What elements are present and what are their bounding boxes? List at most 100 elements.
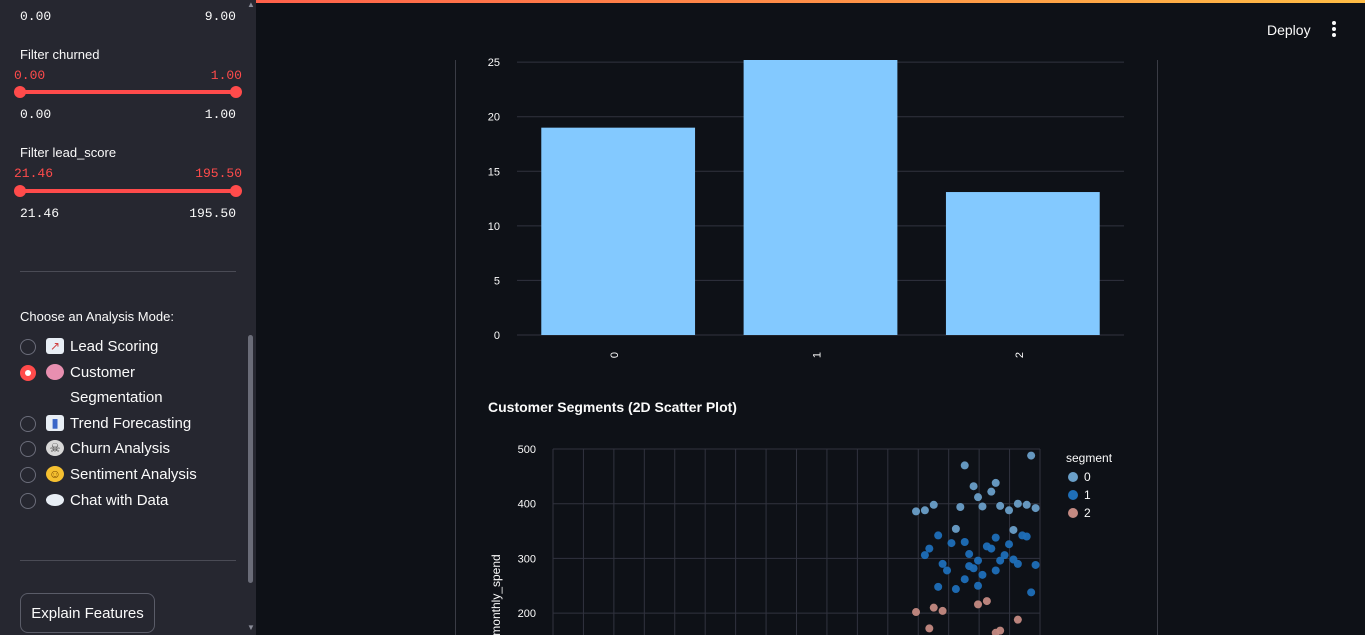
customer-segments-scatter-chart: 200 300 400 500 monthly_spend segment 0 1 2 (489, 444, 1113, 635)
container-border-left (455, 60, 456, 635)
smile-icon: ☺ (46, 466, 64, 482)
data-point (951, 585, 960, 594)
mode-option-churn-analysis[interactable]: ☠ Churn Analysis (20, 440, 170, 457)
churned-min-bound: 0.00 (20, 107, 52, 122)
segment-count-bar-chart: 0 5 10 15 20 25 0 1 2 (488, 57, 1124, 358)
data-point (1013, 615, 1022, 624)
mode-option-lead-scoring[interactable]: ↗ Lead Scoring (20, 338, 158, 355)
data-point (996, 626, 1005, 635)
data-point (1022, 532, 1031, 541)
y-tick-label: 15 (488, 166, 500, 178)
mode-option-chat-with-data[interactable]: Chat with Data (20, 492, 168, 509)
filter-churned-values: 0.00 1.00 (14, 68, 242, 83)
data-point (965, 550, 974, 559)
data-point (929, 603, 938, 612)
radio-button-selected[interactable] (20, 365, 36, 381)
analysis-mode-title: Choose an Analysis Mode: (20, 309, 174, 324)
radio-button[interactable] (20, 416, 36, 432)
churned-current-max: 1.00 (210, 68, 242, 83)
sidebar-scrollbar[interactable] (248, 335, 253, 583)
churned-bounds: 0.00 1.00 (20, 107, 236, 122)
y-tick-label: 300 (518, 553, 536, 565)
mode-label: Lead Scoring (70, 338, 159, 355)
data-point (925, 544, 934, 553)
explain-features-button[interactable]: Explain Features (20, 593, 155, 633)
data-point (1013, 499, 1022, 508)
x-tick-label: 0 (609, 352, 621, 358)
data-point (929, 500, 938, 509)
container-border-right (1157, 60, 1158, 635)
sidebar: 0.00 9.00 Filter churned 0.00 1.00 0.00 … (0, 0, 256, 635)
slider-max-handle[interactable] (230, 185, 242, 197)
scatter-chart-title: Customer Segments (2D Scatter Plot) (488, 399, 737, 415)
slider-min-handle[interactable] (14, 86, 26, 98)
data-point (978, 502, 987, 511)
data-point (996, 501, 1005, 510)
mode-option-trend-forecasting[interactable]: ▮ Trend Forecasting (20, 415, 191, 432)
bar (541, 127, 696, 336)
data-point (951, 524, 960, 533)
data-point (938, 559, 947, 568)
data-point (987, 487, 996, 496)
mode-option-sentiment-analysis[interactable]: ☺ Sentiment Analysis (20, 466, 197, 483)
sidebar-divider (20, 560, 236, 561)
data-point (974, 581, 983, 590)
data-point (1022, 500, 1031, 509)
data-point (925, 624, 934, 633)
data-point (920, 551, 929, 560)
legend-marker (1068, 508, 1078, 518)
data-point (960, 575, 969, 584)
data-point (991, 478, 1000, 487)
legend-label: 0 (1084, 470, 1091, 484)
y-tick-label: 10 (488, 221, 500, 233)
data-point (912, 608, 921, 617)
data-point (1031, 504, 1040, 513)
radio-button[interactable] (20, 467, 36, 483)
radio-button[interactable] (20, 441, 36, 457)
data-point (1027, 451, 1036, 460)
mode-label: Customer Segmentation (70, 360, 163, 410)
mode-label-line1: Customer (70, 364, 136, 381)
data-point (991, 566, 1000, 575)
slider-max-handle[interactable] (230, 86, 242, 98)
data-point (1005, 506, 1014, 515)
data-point (969, 482, 978, 491)
slider-min-handle[interactable] (14, 185, 26, 197)
main-menu-icon[interactable] (1325, 20, 1343, 40)
mode-option-customer-segmentation[interactable]: Customer Segmentation (20, 364, 163, 410)
data-point (934, 531, 943, 540)
x-tick-label: 1 (812, 352, 824, 358)
filter-churned-slider[interactable] (14, 86, 242, 98)
filter-lead-score-slider[interactable] (14, 185, 242, 197)
bar-chart-icon: ▮ (46, 415, 64, 431)
data-point (934, 582, 943, 591)
sidebar-divider (20, 271, 236, 272)
scroll-up-arrow-icon[interactable]: ▲ (247, 0, 255, 9)
data-point (947, 539, 956, 548)
data-point (965, 562, 974, 571)
y-tick-label: 400 (518, 499, 536, 511)
deploy-button[interactable]: Deploy (1267, 22, 1311, 38)
churned-current-min: 0.00 (14, 68, 46, 83)
y-tick-label: 0 (494, 330, 500, 342)
data-point (996, 556, 1005, 565)
data-point (982, 597, 991, 606)
mode-label: Sentiment Analysis (70, 466, 197, 483)
data-point (1031, 560, 1040, 569)
data-point (960, 461, 969, 470)
legend-marker (1068, 490, 1078, 500)
scroll-down-arrow-icon[interactable]: ▼ (247, 623, 255, 632)
legend-label: 1 (1084, 488, 1091, 502)
data-point (1013, 559, 1022, 568)
mode-label: Trend Forecasting (70, 415, 192, 432)
chart-up-icon: ↗ (46, 338, 64, 354)
data-point (938, 606, 947, 615)
data-point (974, 493, 983, 502)
radio-button[interactable] (20, 493, 36, 509)
lead-score-min-bound: 21.46 (20, 206, 60, 221)
lead-score-current-min: 21.46 (14, 166, 54, 181)
range-max-label: 9.00 (204, 9, 236, 24)
lead-score-bounds: 21.46 195.50 (20, 206, 236, 221)
radio-button[interactable] (20, 339, 36, 355)
filter-lead-score-values: 21.46 195.50 (14, 166, 242, 181)
